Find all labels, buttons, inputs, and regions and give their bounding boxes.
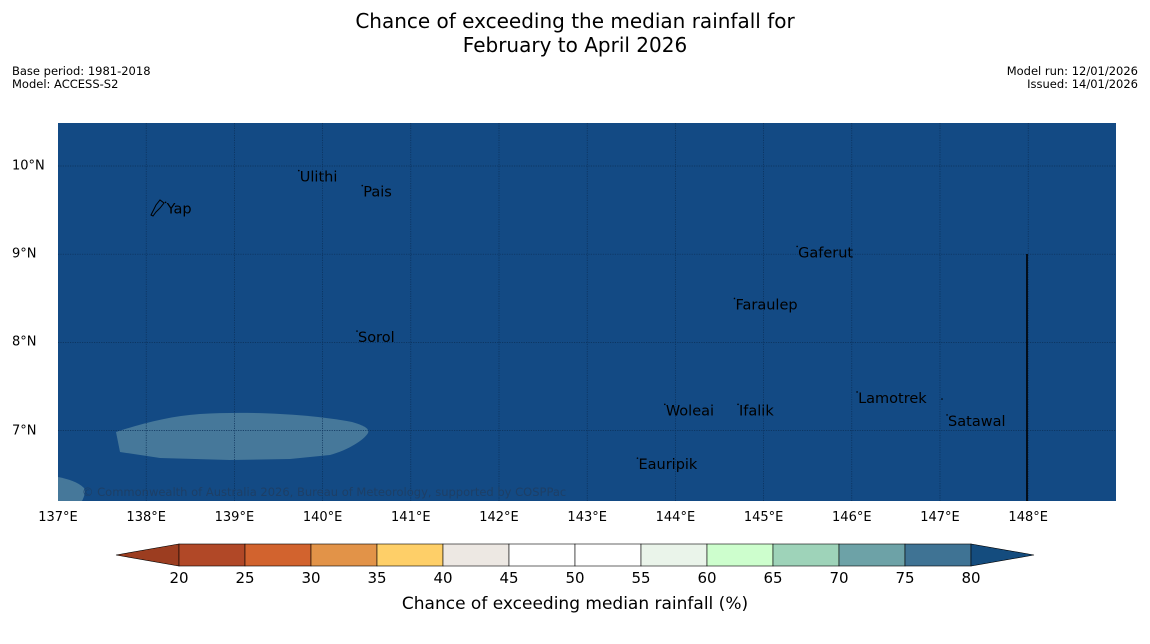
colorbar-tick-label: 45 <box>499 569 519 587</box>
colorbar-low-extension <box>115 543 180 567</box>
issued-date: Issued: 14/01/2026 <box>1027 77 1138 91</box>
colorbar-bin <box>772 543 840 567</box>
longitude-tick-label: 145°E <box>743 510 784 525</box>
colorbar-bin <box>178 543 246 567</box>
place-label: Ifalik <box>739 403 774 419</box>
place-label: Woleai <box>666 403 714 419</box>
colorbar-bin <box>838 543 906 567</box>
place-label: Satawal <box>948 414 1005 430</box>
colorbar-tick-label: 20 <box>169 569 189 587</box>
place-marker <box>737 403 739 406</box>
colorbar-bin <box>706 543 774 567</box>
place-label: Faraulep <box>735 297 797 313</box>
colorbar-bin <box>508 543 576 567</box>
place-marker <box>361 184 364 187</box>
meta-right: Model run: 12/01/2026 Issued: 14/01/2026 <box>1007 65 1138 91</box>
colorbar <box>115 543 1035 567</box>
longitude-tick-label: 146°E <box>832 510 872 525</box>
place-marker <box>297 169 300 172</box>
longitude-tick-label: 141°E <box>391 510 431 525</box>
colorbar-title: Chance of exceeding median rainfall (%) <box>401 594 749 614</box>
longitude-tick-label: 138°E <box>126 510 166 525</box>
colorbar-tick-label: 30 <box>301 569 321 587</box>
longitude-tick-label: 148°E <box>1008 510 1048 525</box>
chart-title: Chance of exceeding the median rainfall … <box>0 9 1150 57</box>
colorbar-bin <box>442 543 510 567</box>
colorbar-tick-label: 65 <box>763 569 783 587</box>
latitude-tick-label: 10°N <box>12 158 45 174</box>
place-marker <box>946 414 948 416</box>
latitude-tick-label: 9°N <box>12 246 37 262</box>
place-label: Eauripik <box>638 457 697 473</box>
model-name: Model: ACCESS-S2 <box>12 77 119 91</box>
colorbar-tick-label: 35 <box>367 569 387 587</box>
longitude-tick-label: 142°E <box>479 510 519 525</box>
longitude-tick-label: 139°E <box>214 510 255 525</box>
place-label: Ulithi <box>300 170 338 186</box>
place-label: Lamotrek <box>858 391 927 407</box>
copyright-notice: © Commonwealth of Australia 2026, Bureau… <box>82 485 566 499</box>
place-label: Sorol <box>358 330 395 346</box>
latitude-tick-label: 7°N <box>12 423 37 439</box>
low-rainfall-zone <box>116 412 369 460</box>
colorbar-tick-label: 80 <box>961 569 981 587</box>
colorbar-tick-label: 75 <box>895 569 915 587</box>
place-marker <box>356 330 358 332</box>
place-labels: Yap Ulithi Pais Gaferut Faraulep Sorol Lamotre… <box>164 169 1005 473</box>
place-label: Gaferut <box>798 245 853 261</box>
colorbar-bin <box>244 543 312 567</box>
place-marker <box>796 245 798 248</box>
longitude-tick-label: 144°E <box>655 510 696 525</box>
yap-island-outline <box>150 199 165 217</box>
longitude-tick-label: 147°E <box>920 510 960 525</box>
base-period: Base period: 1981-2018 <box>12 64 151 78</box>
title-line-1: Chance of exceeding the median rainfall … <box>355 9 795 33</box>
place-label: Pais <box>363 185 392 201</box>
place-marker <box>733 297 736 300</box>
colorbar-tick-label: 55 <box>631 569 651 587</box>
place-marker <box>664 403 666 406</box>
colorbar-bin <box>640 543 708 567</box>
colorbar-tick-label: 50 <box>565 569 585 587</box>
colorbar-bin <box>376 543 444 567</box>
colorbar-bin <box>574 543 642 567</box>
low-rainfall-zone-edge <box>58 477 85 501</box>
colorbar-tick-label: 60 <box>697 569 717 587</box>
colorbar-bin <box>310 543 378 567</box>
colorbar-high-extension <box>970 543 1035 567</box>
place-marker <box>856 391 858 393</box>
colorbar-bin <box>904 543 972 567</box>
lamotrek-islet-dot <box>941 398 943 400</box>
place-marker <box>636 457 639 459</box>
place-marker <box>164 201 167 204</box>
model-run: Model run: 12/01/2026 <box>1006 64 1138 78</box>
longitude-tick-label: 143°E <box>567 510 607 525</box>
longitude-tick-label: 140°E <box>302 510 343 525</box>
colorbar-tick-label: 40 <box>433 569 453 587</box>
gridlines <box>58 123 1116 501</box>
latitude-tick-label: 8°N <box>12 334 37 350</box>
title-line-2: February to April 2026 <box>462 33 688 57</box>
colorbar-tick-label: 70 <box>829 569 849 587</box>
longitude-tick-label: 137°E <box>38 510 78 525</box>
place-label: Yap <box>166 201 192 217</box>
meta-left: Base period: 1981-2018 Model: ACCESS-S2 <box>12 65 151 91</box>
colorbar-tick-label: 25 <box>235 569 255 587</box>
